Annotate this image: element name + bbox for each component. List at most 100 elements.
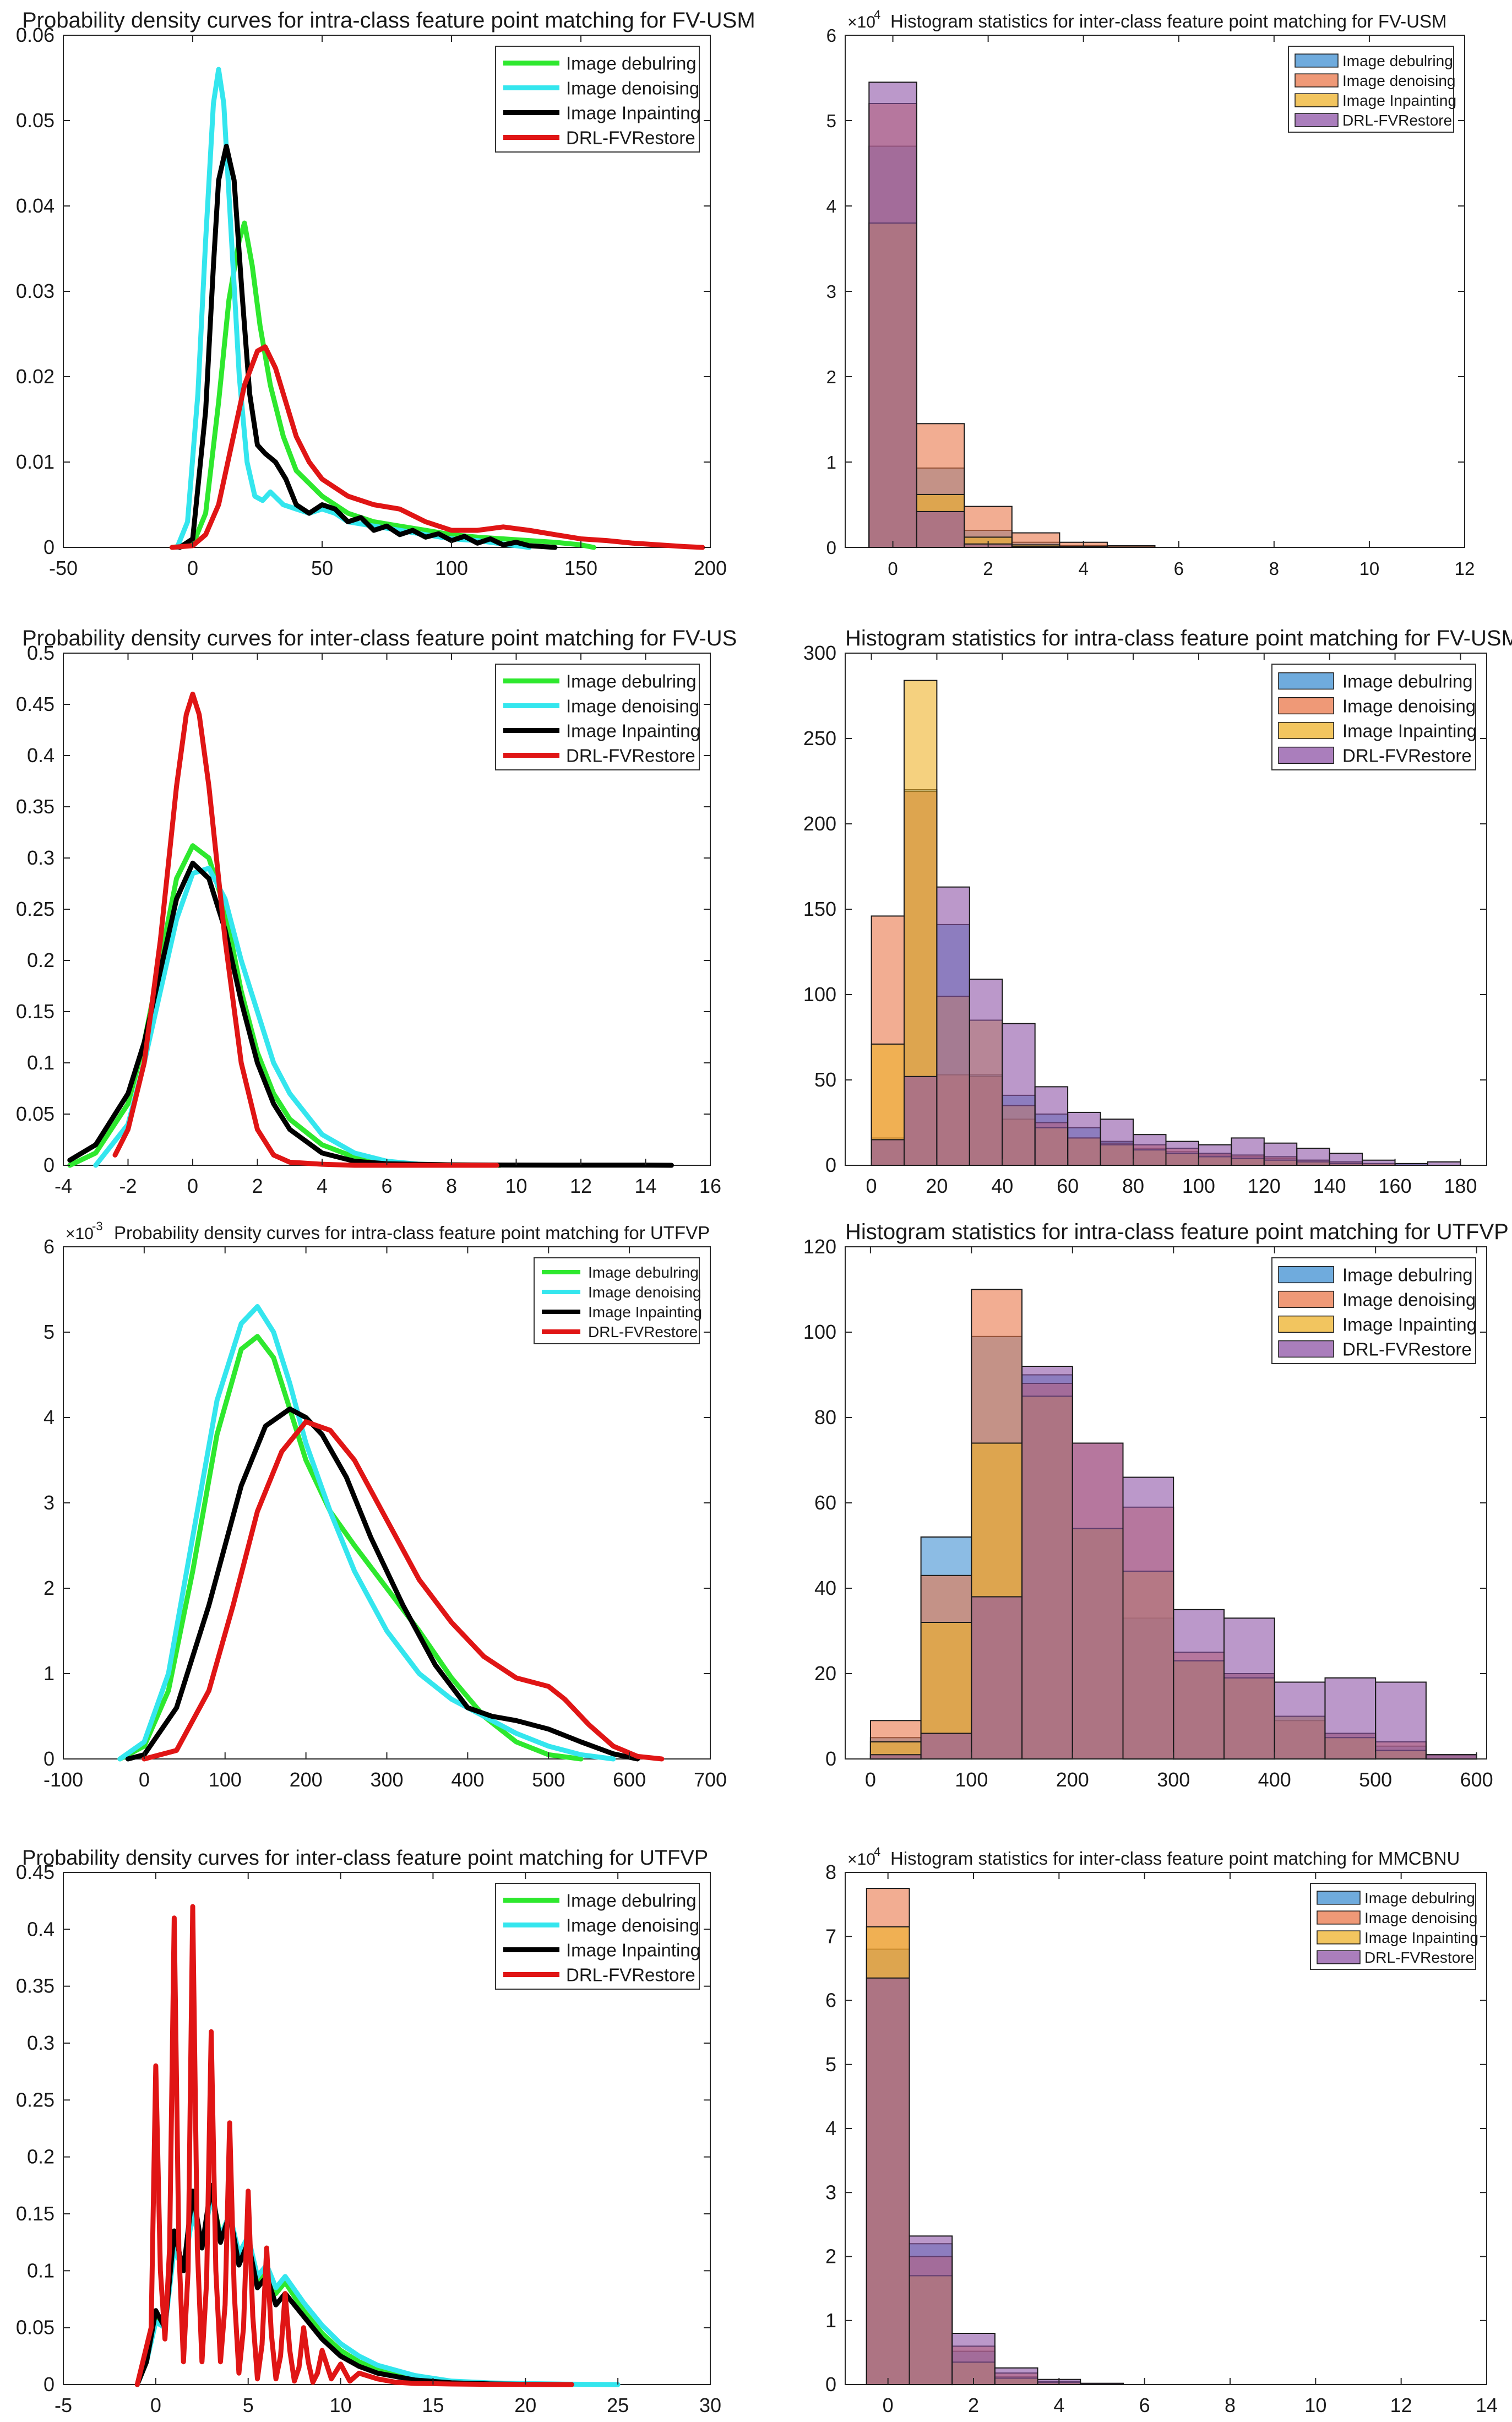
svg-text:Image denoising: Image denoising (1342, 1290, 1476, 1310)
x-tick-label: 600 (1460, 1768, 1493, 1791)
y-tick-label: 0 (825, 1154, 836, 1176)
hist-bar (1072, 1442, 1124, 1760)
x-tick-label: 100 (1182, 1175, 1215, 1197)
x-tick-label: 300 (1157, 1768, 1190, 1791)
hist-bar (1133, 1134, 1167, 1166)
legend: Image debulring Image denoising Image Inpa… (495, 1883, 700, 1990)
series-line-3 (177, 144, 558, 550)
chart-title: Probability density curves for inter-cla… (22, 1847, 708, 1870)
hist-bar (920, 1733, 972, 1760)
hist-bar (951, 2333, 996, 2385)
y-tick-label: 2 (826, 367, 836, 387)
legend-item-4: DRL-FVRestore (1317, 1949, 1474, 1966)
svg-text:Image debulring: Image debulring (566, 671, 697, 692)
x-tick-label: 600 (613, 1768, 646, 1791)
legend-item-2: Image denoising (1317, 1909, 1477, 1926)
x-tick-label: 12 (1455, 558, 1475, 579)
x-tick-label: 150 (564, 557, 597, 579)
svg-text:Image Inpainting: Image Inpainting (566, 1940, 700, 1961)
y-tick-label: 0.45 (16, 1861, 55, 1883)
hist-bar (916, 511, 965, 549)
y-tick-label: 1 (825, 2309, 836, 2332)
svg-text:Image denoising: Image denoising (566, 1915, 699, 1936)
legend-item-3: Image Inpainting (1317, 1929, 1478, 1946)
x-tick-label: 160 (1379, 1175, 1412, 1197)
y-tick-label: 0.1 (27, 2259, 55, 2282)
y-tick-label: 20 (814, 1662, 836, 1685)
legend-item-3: Image Inpainting (503, 103, 700, 123)
hist-bar (1011, 546, 1060, 548)
y-tick-label: 0.5 (27, 642, 55, 664)
y-tick-label: 150 (803, 898, 836, 920)
legend-item-2: Image denoising (542, 1284, 701, 1301)
y-tick-label: 4 (43, 1406, 55, 1429)
chart-title: Histogram statistics for intra-class fea… (845, 626, 1512, 650)
legend-item-3: Image Inpainting (1295, 92, 1456, 109)
legend-item-2: Image denoising (503, 696, 699, 716)
svg-text:Image Inpainting: Image Inpainting (1342, 1315, 1477, 1335)
y-tick-label: 0 (825, 1747, 836, 1770)
subplot-3: -4 -2 0 2 4 6 8 10 12 14 16 0 0.05 0.1 0.15 0.2 0.25 0.3 0… (16, 626, 737, 1197)
y-tick-label: 0 (43, 1747, 55, 1770)
svg-text:DRL-FVRestore: DRL-FVRestore (1342, 112, 1452, 129)
legend: Image debulring Image denoising Image Inpa… (1288, 46, 1456, 133)
x-tick-label: 400 (1258, 1768, 1291, 1791)
y-tick-label: 0 (43, 2373, 55, 2396)
legend-item-4: DRL-FVRestore (503, 746, 695, 766)
hist-bar (909, 2235, 953, 2386)
x-tick-label: 0 (888, 558, 898, 579)
hist-bar (1362, 1159, 1396, 1166)
series-line-1 (169, 220, 596, 550)
x-tick-label: 12 (1390, 2394, 1412, 2416)
legend-item-4: DRL-FVRestore (503, 1965, 695, 1985)
svg-text:Image debulring: Image debulring (1342, 52, 1453, 69)
y-tick-label: 0.15 (16, 2202, 55, 2225)
x-tick-label: 2 (252, 1175, 263, 1197)
svg-text:DRL-FVRestore: DRL-FVRestore (566, 128, 695, 148)
y-tick-label: 2 (43, 1577, 55, 1599)
x-tick-label: 6 (1139, 2394, 1150, 2416)
chart-title: Probability density curves for intra-cla… (22, 8, 755, 32)
y-tick-label: 50 (814, 1068, 836, 1091)
legend-item-1: Image debulring (542, 1264, 699, 1281)
x-tick-label: 4 (317, 1175, 328, 1197)
x-tick-label: 80 (1122, 1175, 1144, 1197)
x-tick-label: 60 (1057, 1175, 1079, 1197)
y-tick-label: 0.4 (27, 744, 55, 767)
x-tick-label: -4 (55, 1175, 72, 1197)
y-tick-label: 100 (803, 1321, 836, 1343)
x-tick-label: 8 (446, 1175, 457, 1197)
svg-text:DRL-FVRestore: DRL-FVRestore (566, 1965, 695, 1985)
y-tick-label: 60 (814, 1491, 836, 1514)
y-tick-label: 1 (826, 452, 836, 473)
x-tick-label: 200 (694, 557, 727, 579)
y-tick-label: 3 (43, 1491, 55, 1514)
x-tick-label: 8 (1225, 2394, 1236, 2416)
y-tick-label: 3 (825, 2181, 836, 2203)
legend: Image debulring Image denoising Image Inpa… (1271, 664, 1477, 770)
y-tick-label: 7 (825, 1925, 836, 1947)
x-tick-label: 100 (435, 557, 468, 579)
x-tick-label: 14 (1476, 2394, 1498, 2416)
x-tick-label: 0 (866, 1175, 877, 1197)
legend: Image debulring Image denoising Image Inpa… (1310, 1883, 1478, 1970)
y-tick-label: 6 (825, 1989, 836, 2012)
y-tick-label: 0.1 (27, 1051, 55, 1074)
hist-bar (1002, 1023, 1036, 1166)
x-tick-label: 0 (865, 1768, 876, 1791)
y-tick-label: 0.03 (16, 280, 55, 302)
x-tick-label: 40 (991, 1175, 1013, 1197)
x-tick-label: 0 (187, 557, 198, 579)
hist-bar (1080, 2382, 1124, 2386)
y-tick-label: 0.01 (16, 450, 55, 473)
y-tick-label: 0 (43, 536, 55, 558)
x-tick-label: 4 (1079, 558, 1089, 579)
x-tick-label: 10 (330, 2394, 352, 2416)
x-tick-label: 0 (187, 1175, 198, 1197)
x-tick-label: 700 (694, 1768, 727, 1791)
series-line-4 (169, 344, 705, 550)
x-tick-label: 0 (139, 1768, 150, 1791)
hist-bar (1021, 1366, 1073, 1760)
